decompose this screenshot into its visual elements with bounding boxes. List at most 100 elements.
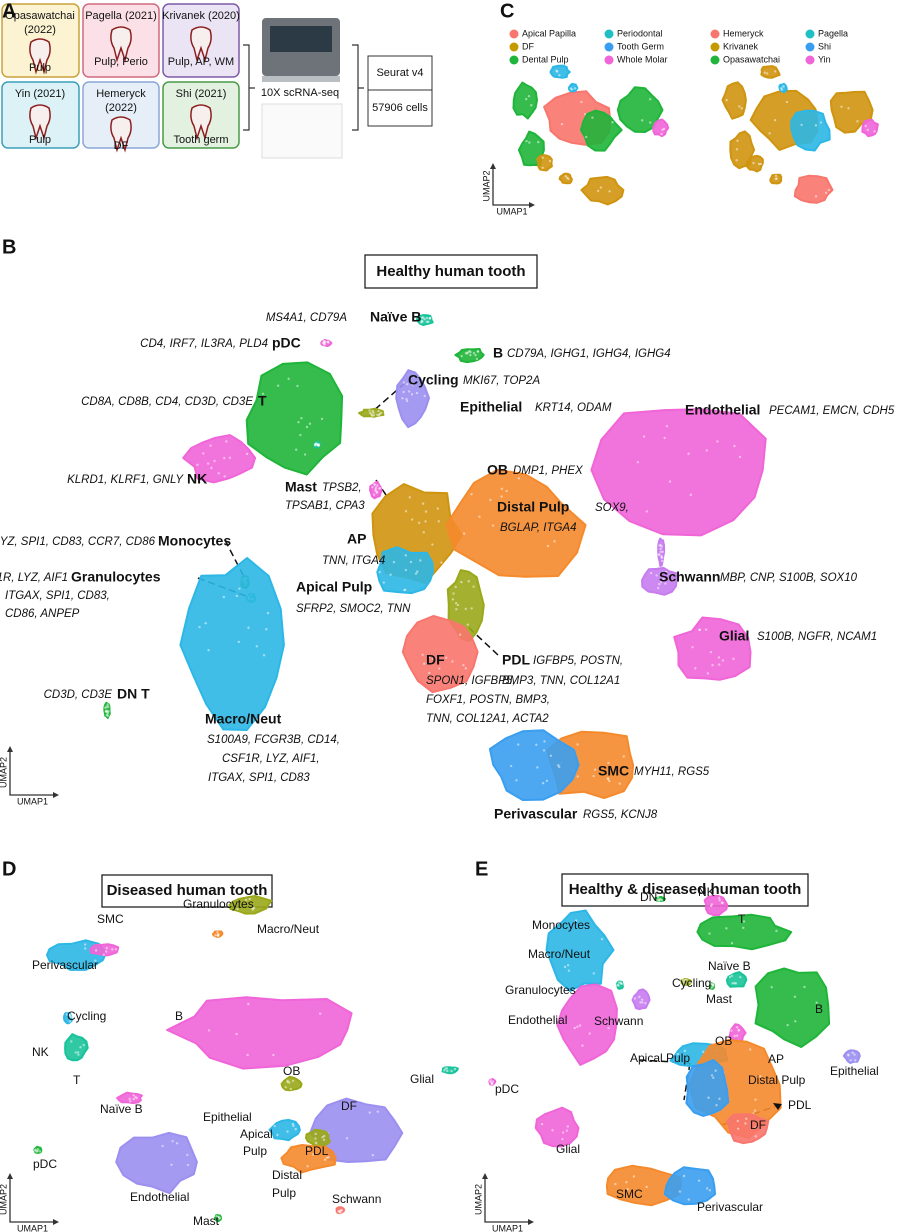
cell-dot: [425, 320, 429, 323]
arrow-head: [482, 1173, 534, 1225]
cell-dot: [445, 1067, 449, 1070]
cell-dot: [525, 97, 528, 101]
cell-dot: [856, 120, 859, 123]
marker-genes: CD3D, CD3E: [44, 689, 113, 701]
cell-dot: [431, 543, 434, 546]
cell-dot: [321, 1135, 324, 1139]
cell-dot: [420, 319, 424, 323]
cell-dot: [665, 424, 669, 428]
cell-dot: [371, 485, 374, 489]
cell-dot: [314, 1132, 317, 1136]
cell-dot: [782, 85, 785, 88]
cell-dot: [661, 128, 664, 131]
cell-dot: [659, 580, 663, 584]
cell-dot: [730, 1029, 733, 1032]
cell-dot: [237, 640, 241, 644]
cell-dot: [732, 657, 735, 661]
cell-dot: [730, 942, 734, 945]
cell-dot: [228, 456, 232, 459]
legend-swatch: [604, 42, 614, 52]
cell-dot: [564, 174, 567, 178]
cell-dot: [730, 974, 734, 977]
cell-dot: [292, 1124, 295, 1128]
cell-dot: [423, 317, 426, 321]
axis-label: UMAP2: [0, 757, 8, 788]
cell-dot: [721, 901, 724, 905]
cluster-label: Macro/Neut: [528, 947, 591, 961]
cell-dot: [536, 766, 539, 769]
title-box: [561, 873, 809, 907]
cell-dot: [684, 978, 687, 982]
cell-dot: [210, 466, 213, 470]
marker-genes: CD4, IRF7, IL3RA, PLD4: [140, 338, 268, 350]
cell-dot: [246, 1053, 249, 1057]
cell-dot: [289, 1087, 293, 1091]
cell-dot: [775, 929, 778, 933]
cluster: [703, 895, 729, 917]
cell-dot: [470, 607, 473, 610]
cell-dot: [426, 662, 429, 665]
cell-dot: [645, 510, 649, 513]
cluster-label: Apical: [240, 1127, 273, 1141]
cluster-name: Apical Pulp: [296, 579, 372, 595]
cell-dot: [694, 667, 697, 670]
cluster: [166, 996, 353, 1070]
cluster: [580, 175, 625, 206]
cluster: [115, 1131, 198, 1195]
cell-dot: [402, 381, 406, 384]
cell-dot: [540, 1122, 544, 1126]
cell-dot: [814, 124, 818, 127]
axis-label: UMAP1: [496, 206, 527, 216]
legend-label: Periodontal: [617, 28, 663, 38]
cell-dot: [763, 71, 766, 74]
axis-arrows: [9, 750, 55, 796]
cell-dot: [206, 462, 210, 465]
cell-dot: [541, 166, 544, 169]
cell-dot: [79, 1046, 82, 1049]
cell-dot: [421, 653, 424, 656]
cell-dot: [660, 545, 663, 548]
panel-title: Healthy human tooth: [376, 263, 525, 280]
cluster-label: Naïve B: [708, 959, 751, 973]
tooth-icon: [29, 104, 51, 141]
marker-genes: RGS5, KCNJ8: [583, 809, 658, 821]
cluster: [556, 983, 618, 1066]
cell-dot: [530, 104, 533, 107]
cell-dot: [656, 898, 659, 902]
cluster-label: Epithelial: [830, 1064, 879, 1078]
cell-dot: [671, 579, 675, 583]
cell-dot: [541, 156, 544, 159]
cell-dot: [407, 390, 411, 393]
cell-dot: [668, 480, 672, 483]
cell-dot: [638, 995, 641, 999]
cell-dot: [297, 420, 300, 424]
arrow-head: [490, 163, 535, 208]
cell-dot: [440, 561, 443, 564]
cell-dot: [780, 88, 784, 91]
cell-dot: [286, 1130, 289, 1133]
cell-dot: [794, 1020, 797, 1023]
cell-dot: [770, 985, 773, 989]
cell-dot: [321, 341, 324, 345]
cell-dot: [576, 743, 579, 746]
cell-dot: [669, 573, 672, 577]
cell-dot: [545, 779, 549, 783]
marker-genes: MS4A1, CD79A: [266, 312, 348, 324]
cell-dot: [83, 943, 87, 946]
cluster: [549, 64, 571, 79]
cell-dot: [69, 1015, 73, 1019]
cell-dot: [314, 1137, 317, 1140]
cell-dot: [793, 995, 797, 998]
cell-dot: [36, 1149, 39, 1153]
cluster: [652, 118, 670, 138]
cell-dot: [460, 354, 463, 358]
cell-dot: [527, 94, 531, 98]
cell-dot: [744, 1122, 747, 1125]
cluster-label: Granulocytes: [505, 983, 576, 997]
cell-dot: [639, 1001, 642, 1004]
cell-dot: [537, 140, 540, 144]
cell-dot: [849, 1059, 852, 1062]
cell-dot: [712, 983, 715, 987]
cell-dot: [408, 496, 411, 499]
cell-dot: [710, 904, 713, 908]
